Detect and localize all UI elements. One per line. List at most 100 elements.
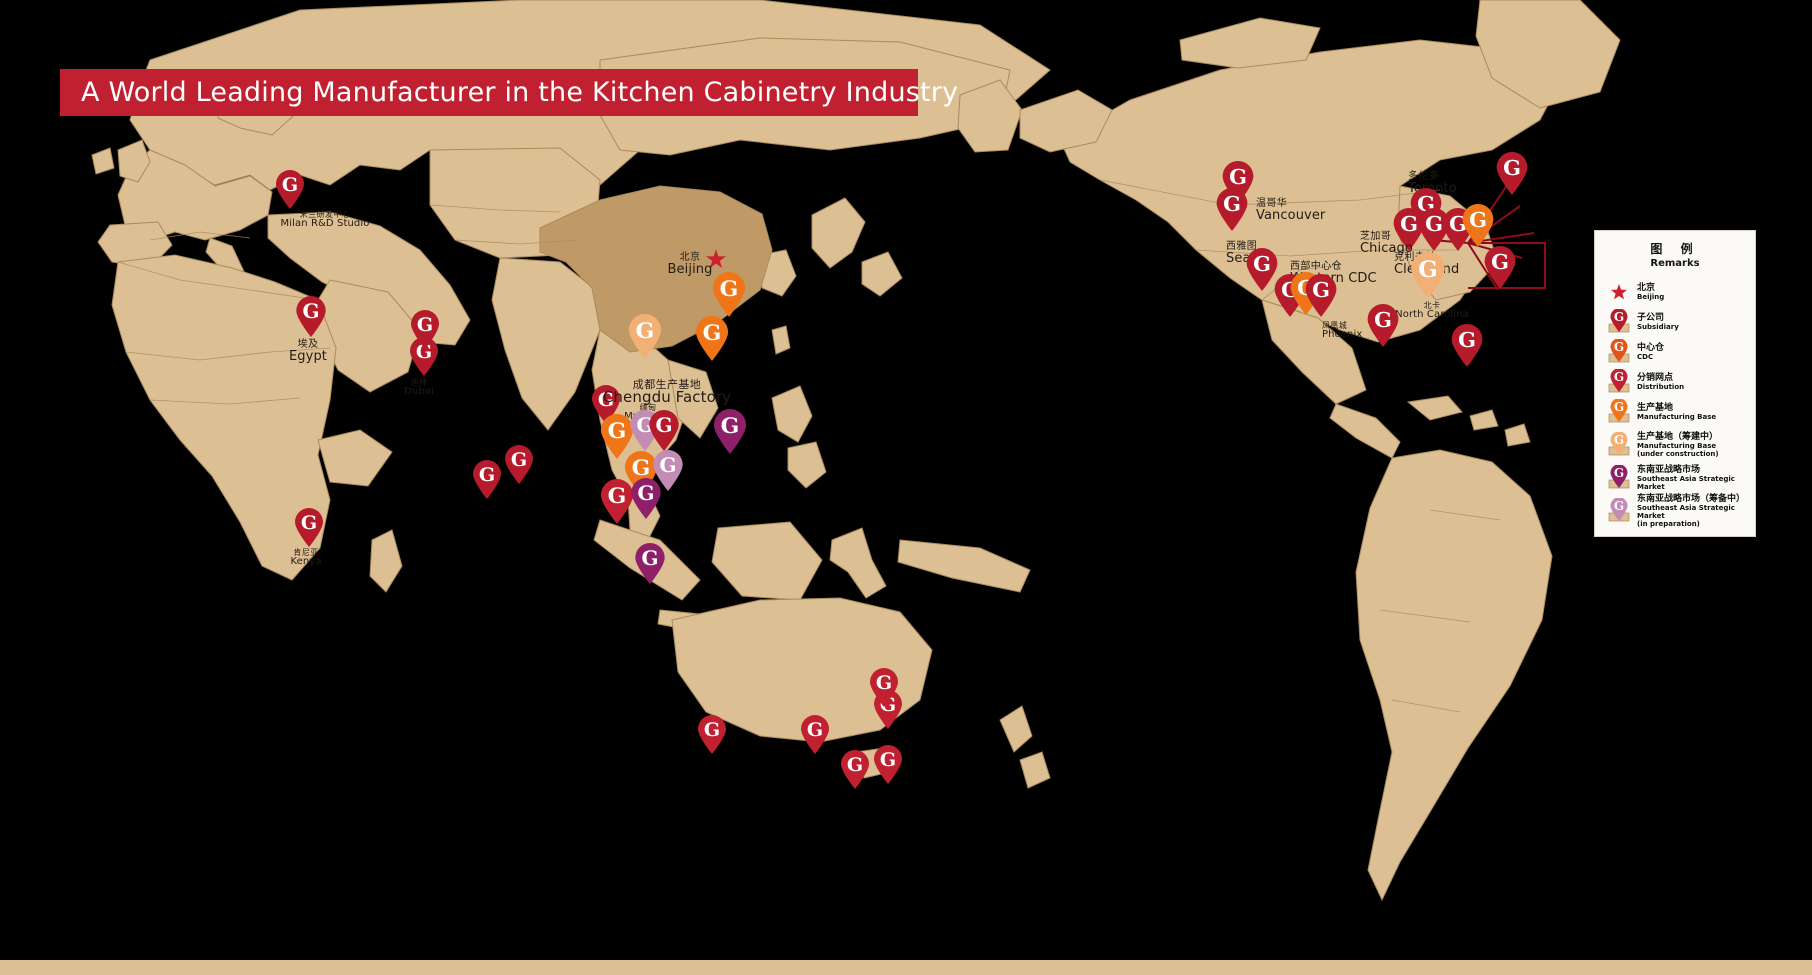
map-pin-texas[interactable]: G: [1365, 304, 1401, 348]
legend-label-en2: (under construction): [1637, 450, 1719, 459]
legend-item-text: 中心仓 CDC: [1634, 343, 1664, 361]
map-pin-thailand-manufacturing[interactable]: G: [598, 414, 636, 460]
legend-label-cn: 中心仓: [1637, 342, 1665, 353]
map-pin-canberra[interactable]: G: [872, 745, 904, 785]
legend-label-cn: 生产基地（筹建中）: [1637, 431, 1719, 442]
map-pin-vietnam-north[interactable]: G: [647, 410, 681, 452]
legend-item-manufacturing-base[interactable]: G 生产基地 Manufacturing Base: [1595, 397, 1755, 427]
legend-item-text: 生产基地 Manufacturing Base: [1634, 403, 1716, 421]
legend-item-subsidiary[interactable]: G 子公司 Subsidiary: [1595, 307, 1755, 337]
svg-text:G: G: [641, 546, 658, 570]
map-pin-adelaide[interactable]: G: [799, 715, 831, 755]
map-pin-western-cdc-b[interactable]: G: [1303, 274, 1339, 318]
legend-label-en: Manufacturing Base: [1637, 442, 1717, 451]
svg-text:G: G: [1614, 433, 1624, 447]
map-pin-cleveland-a[interactable]: G: [1416, 208, 1452, 252]
map-pin-florida[interactable]: G: [1449, 324, 1485, 368]
svg-text:G: G: [1614, 310, 1624, 324]
map-pin-india-south[interactable]: G: [503, 445, 535, 485]
map-pin-icon: G: [1604, 465, 1634, 491]
map-pin-brisbane[interactable]: G: [868, 668, 900, 708]
svg-text:G: G: [704, 719, 720, 741]
svg-text:G: G: [1458, 327, 1476, 352]
legend-item-text: 分销网点 Distribution: [1634, 373, 1684, 391]
map-pin-icon: G: [1604, 369, 1634, 395]
map-pin-malaysia[interactable]: G: [598, 479, 636, 525]
map-pin-cleveland-cdc[interactable]: G: [1460, 204, 1496, 248]
map-pin-north-carolina[interactable]: G: [1408, 252, 1448, 300]
map-pin-chengdu-factory[interactable]: G: [626, 314, 664, 360]
svg-text:G: G: [1418, 257, 1437, 283]
legend-title-en: Remarks: [1650, 258, 1700, 269]
map-pin-philippines[interactable]: G: [711, 409, 749, 455]
map-pin-india-west[interactable]: G: [471, 460, 503, 500]
map-pin-california[interactable]: G: [1244, 248, 1280, 292]
legend-label-cn: 北京: [1637, 282, 1656, 293]
legend-item-text: 子公司 Subsidiary: [1634, 313, 1679, 331]
svg-text:G: G: [416, 341, 432, 363]
legend-label-en: Distribution: [1637, 383, 1685, 392]
svg-text:G: G: [636, 318, 655, 344]
map-pin-northeast[interactable]: G: [1494, 152, 1530, 196]
legend-label-en: Manufacturing Base: [1637, 413, 1717, 422]
legend-item-sea-strategic-market-in-preparation[interactable]: G 东南亚战略市场（筹备中） Southeast Asia Strategic …: [1595, 493, 1755, 529]
map-pin-china-east-2[interactable]: G: [693, 316, 731, 362]
legend-item-text: 北京 Beijing: [1634, 283, 1664, 301]
svg-text:G: G: [282, 174, 298, 196]
svg-text:G: G: [302, 299, 319, 323]
legend-item-text: 东南亚战略市场 Southeast Asia Strategic Market: [1634, 465, 1755, 491]
map-pin-milan[interactable]: G: [274, 170, 306, 210]
svg-text:G: G: [479, 464, 495, 486]
map-pin-dubai[interactable]: G: [408, 337, 440, 377]
legend-label-cn: 生产基地: [1637, 402, 1674, 413]
map-pin-egypt[interactable]: G: [294, 296, 328, 338]
svg-text:G: G: [1449, 211, 1467, 236]
page-title: A World Leading Manufacturer in the Kitc…: [81, 77, 959, 108]
svg-text:G: G: [721, 413, 740, 439]
map-pin-vancouver-2[interactable]: G: [1214, 188, 1250, 232]
legend-item-text: 生产基地（筹建中） Manufacturing Base (under cons…: [1634, 432, 1719, 458]
map-pin-atlantic[interactable]: G: [1482, 246, 1518, 290]
map-pin-singapore[interactable]: G: [629, 478, 663, 520]
legend-item-beijing[interactable]: 北京 Beijing: [1595, 277, 1755, 307]
map-pin-myanmar[interactable]: G: [590, 385, 622, 425]
svg-text:G: G: [417, 314, 433, 336]
svg-text:G: G: [1614, 370, 1624, 384]
svg-text:G: G: [1253, 251, 1271, 276]
map-pin-icon: G: [1604, 498, 1634, 524]
legend-label-en2: (in preparation): [1637, 520, 1700, 529]
svg-text:G: G: [1400, 211, 1418, 236]
legend-panel: 图 例 Remarks 北京 Beijing G 子公司 Subsidia: [1594, 230, 1756, 537]
map-pin-chicago[interactable]: G: [1391, 208, 1427, 252]
legend-label-cn: 东南亚战略市场: [1637, 464, 1701, 475]
legend-item-manufacturing-base-under-construction[interactable]: G 生产基地（筹建中） Manufacturing Base (under co…: [1595, 427, 1755, 463]
map-pin-kenya[interactable]: G: [293, 508, 325, 548]
map-pin-indonesia[interactable]: G: [633, 543, 667, 585]
map-pin-china-east-1[interactable]: G: [710, 272, 748, 318]
legend-item-text: 东南亚战略市场（筹备中） Southeast Asia Strategic Ma…: [1634, 494, 1755, 528]
svg-text:G: G: [1614, 400, 1624, 414]
svg-text:G: G: [637, 481, 654, 505]
map-pin-india-north[interactable]: G: [409, 310, 441, 350]
legend-item-sea-strategic-market[interactable]: G 东南亚战略市场 Southeast Asia Strategic Marke…: [1595, 463, 1755, 493]
svg-text:G: G: [511, 449, 527, 471]
map-pin-perth[interactable]: G: [696, 715, 728, 755]
svg-text:G: G: [1614, 340, 1624, 354]
svg-text:G: G: [847, 754, 863, 776]
svg-text:G: G: [876, 672, 892, 694]
svg-text:G: G: [659, 453, 676, 477]
svg-text:G: G: [1312, 277, 1330, 302]
legend-item-distribution[interactable]: G 分销网点 Distribution: [1595, 367, 1755, 397]
legend-label-en: Subsidiary: [1637, 323, 1679, 332]
map-pin-melbourne[interactable]: G: [839, 750, 871, 790]
svg-text:G: G: [598, 389, 614, 411]
legend-item-cdc[interactable]: G 中心仓 CDC: [1595, 337, 1755, 367]
svg-text:G: G: [301, 512, 317, 534]
svg-text:G: G: [608, 483, 627, 509]
map-pin-icon: G: [1604, 339, 1634, 365]
svg-text:G: G: [632, 455, 651, 481]
map-pin-vietnam-south[interactable]: G: [651, 450, 685, 492]
legend-label-cn: 子公司: [1637, 312, 1665, 323]
map-pin-icon: G: [1604, 432, 1634, 458]
svg-text:G: G: [1614, 499, 1624, 513]
